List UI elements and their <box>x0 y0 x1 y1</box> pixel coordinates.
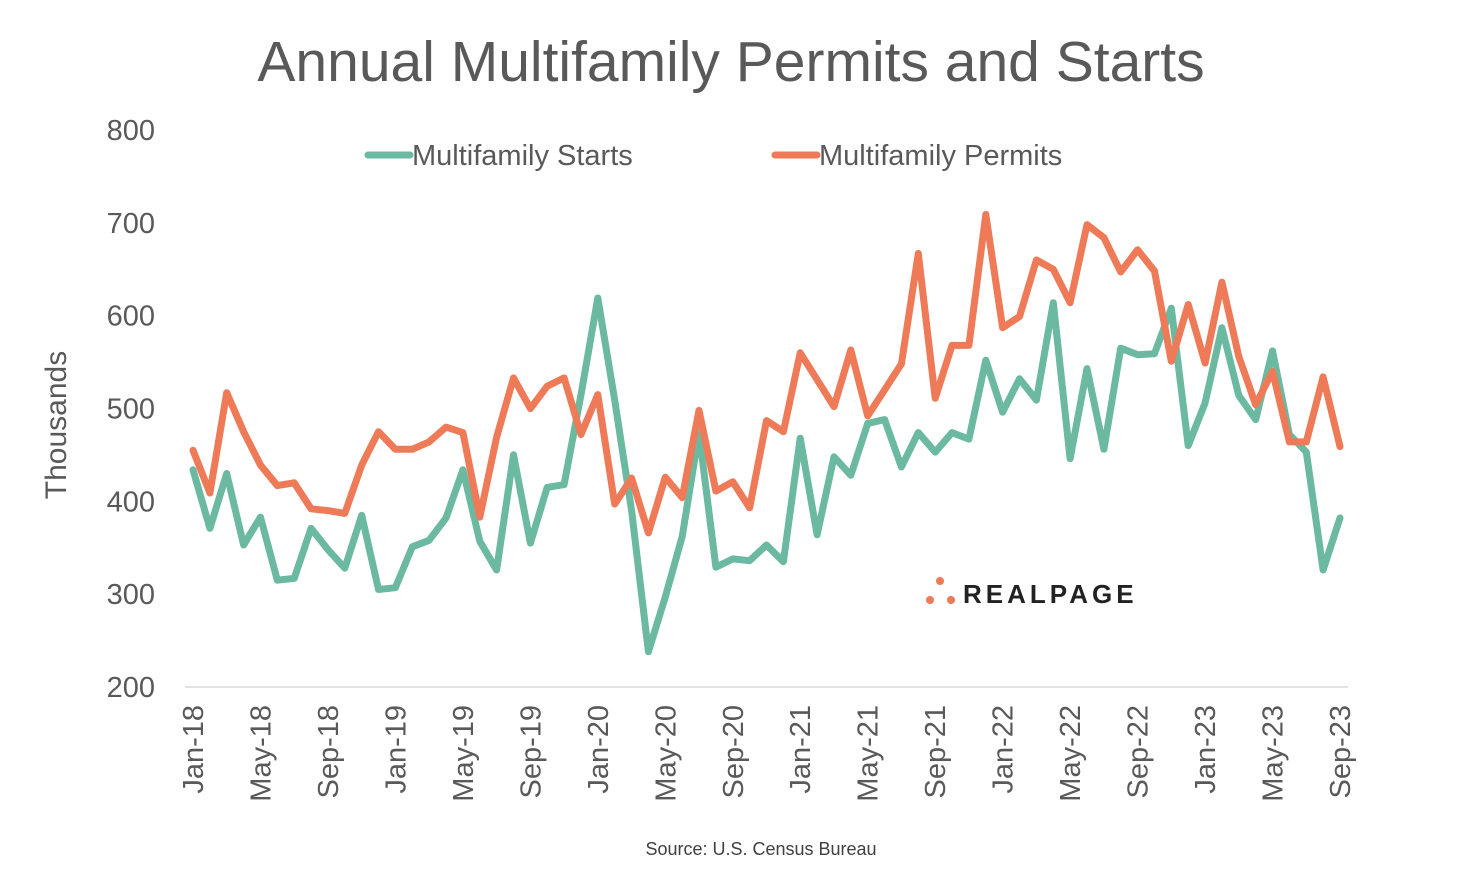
series-line-starts <box>189 294 1344 656</box>
y-tick-label: 200 <box>107 672 155 704</box>
logo-dot <box>947 596 955 604</box>
x-tick-label: May-19 <box>448 705 480 802</box>
x-tick-label: May-22 <box>1055 705 1087 802</box>
y-tick-label: 600 <box>107 301 155 333</box>
y-tick-label: 700 <box>107 208 155 240</box>
logo-dot <box>926 596 934 604</box>
x-tick-label: Jan-18 <box>178 705 210 794</box>
x-tick-label: Jan-19 <box>380 705 412 794</box>
x-tick-label: Sep-20 <box>718 705 750 799</box>
x-axis-ticks: Jan-18 May-18 Sep-18 Jan-19 May-19 Sep-19 Jan-… <box>178 705 1357 802</box>
legend-label: Multifamily Permits <box>819 140 1062 172</box>
logo-dot <box>936 577 944 585</box>
x-tick-label: Sep-19 <box>515 705 547 799</box>
y-tick-label: 800 <box>107 115 155 147</box>
logo-text: REALPAGE <box>963 579 1138 609</box>
x-tick-label: Sep-22 <box>1123 705 1155 799</box>
x-tick-label: Jan-20 <box>583 705 615 794</box>
series-lines <box>189 211 1344 656</box>
chart-title: Annual Multifamily Permits and Starts <box>257 30 1204 94</box>
legend: Multifamily Starts Multifamily Permits <box>364 140 1062 172</box>
series-line-permits <box>189 211 1344 537</box>
x-tick-label: Sep-18 <box>313 705 345 799</box>
x-tick-label: May-21 <box>853 705 885 802</box>
realpage-logo: REALPAGE <box>926 577 1138 609</box>
x-tick-label: May-20 <box>650 705 682 802</box>
source-note: Source: U.S. Census Bureau <box>645 839 876 859</box>
y-tick-label: 400 <box>107 486 155 518</box>
x-tick-label: Sep-21 <box>920 705 952 799</box>
y-axis-label: Thousands <box>40 351 73 499</box>
legend-label: Multifamily Starts <box>412 140 633 172</box>
x-tick-label: May-18 <box>245 705 277 802</box>
y-tick-label: 300 <box>107 579 155 611</box>
x-tick-label: Jan-22 <box>988 705 1020 794</box>
x-tick-label: Sep-23 <box>1325 705 1357 799</box>
y-axis-ticks: 200 300 400 500 600 700 800 <box>107 115 155 704</box>
x-tick-label: Jan-21 <box>785 705 817 794</box>
x-tick-label: Jan-23 <box>1190 705 1222 794</box>
x-tick-label: May-23 <box>1258 705 1290 802</box>
y-tick-label: 500 <box>107 394 155 426</box>
